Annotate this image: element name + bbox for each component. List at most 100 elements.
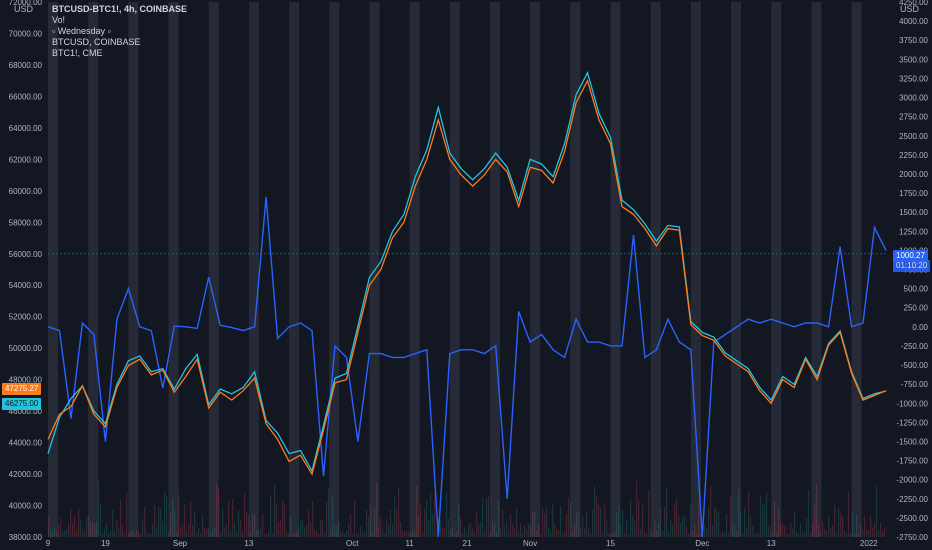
volume-bar (588, 527, 590, 537)
volume-bar (578, 511, 580, 537)
volume-bar (516, 507, 518, 537)
session-band (128, 2, 139, 537)
volume-bar (718, 512, 720, 537)
volume-bar (372, 531, 374, 537)
volume-bar (168, 532, 170, 537)
legend-session[interactable]: ▫ Wednesday ▫ (52, 26, 111, 36)
volume-bar (332, 496, 334, 537)
volume-bar (880, 522, 882, 537)
volume-bar (350, 513, 352, 537)
volume-bar (654, 520, 656, 537)
volume-bar (462, 533, 464, 537)
legend-title[interactable]: BTCUSD-BTC1!, 4h, COINBASE (52, 4, 188, 14)
volume-bar (834, 505, 836, 537)
left-axis-tick-label: 66000.00 (9, 92, 43, 101)
volume-bar (778, 506, 780, 537)
series-spread (47, 196, 887, 538)
volume-bar (346, 530, 348, 537)
volume-bar (178, 494, 180, 537)
volume-bar (204, 528, 206, 537)
volume-bar (356, 533, 358, 537)
session-band (449, 2, 460, 537)
volume-bar (696, 533, 698, 537)
volume-bar (872, 527, 874, 537)
volume-bar (868, 530, 870, 537)
volume-bar (244, 492, 246, 537)
volume-bar (514, 528, 516, 537)
volume-bar (358, 533, 360, 537)
volume-bar (486, 498, 488, 537)
volume-bar (724, 532, 726, 537)
volume-bar (494, 524, 496, 537)
volume-bar (574, 523, 576, 537)
left-axis-tick-label: 46000.00 (9, 407, 43, 416)
volume-bar (412, 530, 414, 537)
volume-bar (586, 511, 588, 537)
volume-bar (480, 521, 482, 537)
volume-bar (624, 532, 626, 537)
volume-bar (476, 511, 478, 537)
legend-indicator[interactable]: Vo! (52, 15, 66, 25)
volume-bar (528, 523, 530, 537)
volume-bar (408, 531, 410, 537)
volume-bar (716, 510, 718, 537)
volume-bar (566, 513, 568, 537)
volume-bar (300, 519, 302, 537)
right-axis-tick-label: 4000.00 (899, 17, 928, 26)
volume-bar (776, 532, 778, 537)
right-axis-tick-label: 3250.00 (899, 74, 928, 83)
left-price-axis[interactable]: 38000.00 40000.00 42000.00 44000.00 46000.00… (9, 0, 43, 542)
volume-bar (228, 500, 230, 537)
volume-bar (276, 502, 278, 537)
volume-bar (264, 533, 266, 537)
volume-bar (140, 533, 142, 537)
right-axis-tick-label: -1750.00 (896, 457, 928, 466)
volume-bar (728, 532, 730, 537)
volume-bar (422, 532, 424, 537)
volume-bar (816, 484, 818, 537)
volume-bar (416, 485, 418, 537)
volume-bar (464, 527, 466, 537)
volume-bar (376, 482, 378, 537)
time-axis-tick-label: 21 (463, 539, 472, 548)
right-axis-tick-label: 1250.00 (899, 227, 928, 236)
volume-bar (720, 533, 722, 537)
volume-bar (338, 521, 340, 537)
volume-bar (414, 531, 416, 537)
session-band (811, 2, 822, 537)
left-axis-tick-label: 58000.00 (9, 218, 43, 227)
volume-bar (100, 505, 102, 537)
volume-bar (576, 512, 578, 537)
volume-bar (524, 525, 526, 537)
volume-bar (148, 533, 150, 537)
volume-bar (808, 489, 810, 537)
volume-bar (342, 531, 344, 537)
time-axis[interactable]: 9 19 Sep 13 Oct 11 21 Nov 15 Dec 13 2022 (46, 539, 878, 548)
volume-bar (668, 531, 670, 537)
volume-bar (674, 505, 676, 537)
volume-bar (672, 525, 674, 537)
right-axis-tick-label: 4250.00 (899, 0, 928, 7)
right-axis-tick-label: -1500.00 (896, 437, 928, 446)
left-axis-tick-label: 62000.00 (9, 155, 43, 164)
volume-bar (562, 533, 564, 537)
volume-bar (650, 529, 652, 537)
volume-bar (824, 528, 826, 537)
session-band (650, 2, 661, 537)
volume-bar (754, 533, 756, 537)
left-unit-label: USD (14, 4, 34, 14)
volume-bar (548, 527, 550, 537)
volume-bar (510, 514, 512, 537)
session-band (248, 2, 259, 537)
volume-bar (424, 508, 426, 537)
volume-bar (456, 531, 458, 537)
volume-bar (410, 533, 412, 537)
volume-bar (498, 501, 500, 537)
left-axis-tick-label: 64000.00 (9, 124, 43, 133)
time-axis-tick-label: 13 (244, 539, 253, 548)
legend-series-btcusd[interactable]: BTCUSD, COINBASE (52, 37, 141, 47)
session-band (851, 2, 862, 537)
right-axis-tick-label: -250.00 (901, 342, 929, 351)
legend-series-btc1[interactable]: BTC1!, CME (52, 48, 103, 58)
